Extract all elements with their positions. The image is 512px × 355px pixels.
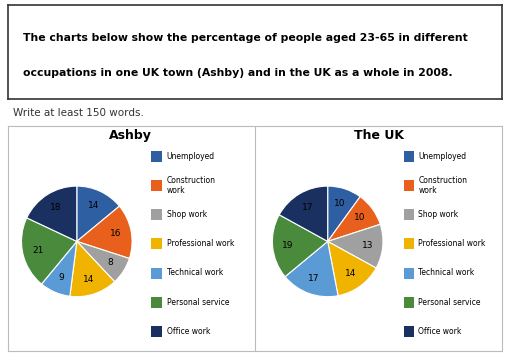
- Bar: [404, 239, 414, 249]
- Text: Shop work: Shop work: [418, 210, 458, 219]
- Text: 8: 8: [108, 258, 113, 267]
- Bar: [151, 326, 162, 337]
- Bar: [404, 151, 414, 162]
- Text: 18: 18: [50, 203, 61, 212]
- Text: Personal service: Personal service: [166, 297, 229, 307]
- Text: 10: 10: [354, 213, 366, 223]
- Wedge shape: [77, 186, 119, 241]
- Text: Unemployed: Unemployed: [418, 152, 466, 161]
- Wedge shape: [77, 206, 132, 258]
- Text: 14: 14: [88, 201, 99, 210]
- Bar: [151, 180, 162, 191]
- Text: Technical work: Technical work: [418, 268, 475, 278]
- Text: Unemployed: Unemployed: [166, 152, 215, 161]
- Text: occupations in one UK town (Ashby) and in the UK as a whole in 2008.: occupations in one UK town (Ashby) and i…: [23, 68, 452, 78]
- Wedge shape: [41, 241, 77, 296]
- Bar: [151, 239, 162, 249]
- Bar: [151, 151, 162, 162]
- Text: 17: 17: [302, 203, 313, 212]
- Text: 17: 17: [308, 274, 320, 283]
- Wedge shape: [272, 215, 328, 277]
- Text: 19: 19: [282, 241, 294, 250]
- Bar: [404, 180, 414, 191]
- Wedge shape: [77, 241, 130, 282]
- Text: 14: 14: [346, 269, 357, 278]
- Wedge shape: [27, 186, 77, 241]
- Bar: [151, 209, 162, 220]
- Bar: [151, 297, 162, 308]
- Text: Construction
work: Construction work: [166, 176, 216, 195]
- Text: Write at least 150 words.: Write at least 150 words.: [13, 108, 143, 118]
- Text: 14: 14: [83, 275, 95, 284]
- Bar: [404, 209, 414, 220]
- Text: Office work: Office work: [418, 327, 462, 336]
- Text: The charts below show the percentage of people aged 23-65 in different: The charts below show the percentage of …: [23, 33, 467, 43]
- Text: Office work: Office work: [166, 327, 210, 336]
- Text: 16: 16: [110, 229, 122, 239]
- Text: 10: 10: [334, 199, 346, 208]
- Text: 9: 9: [58, 273, 64, 283]
- Wedge shape: [279, 186, 328, 241]
- Bar: [404, 268, 414, 279]
- Wedge shape: [328, 197, 380, 241]
- Wedge shape: [285, 241, 338, 297]
- Text: Ashby: Ashby: [109, 129, 152, 142]
- Bar: [151, 268, 162, 279]
- Wedge shape: [328, 186, 360, 241]
- Text: The UK: The UK: [354, 129, 404, 142]
- Wedge shape: [22, 218, 77, 284]
- Text: Professional work: Professional work: [166, 239, 234, 248]
- Text: Personal service: Personal service: [418, 297, 481, 307]
- Wedge shape: [328, 224, 383, 268]
- Text: 21: 21: [32, 246, 44, 255]
- Text: Shop work: Shop work: [166, 210, 207, 219]
- Wedge shape: [328, 241, 376, 296]
- Text: Professional work: Professional work: [418, 239, 486, 248]
- Text: Technical work: Technical work: [166, 268, 223, 278]
- Bar: [404, 297, 414, 308]
- Text: Construction
work: Construction work: [418, 176, 467, 195]
- Bar: [404, 326, 414, 337]
- Wedge shape: [70, 241, 115, 297]
- Text: 13: 13: [361, 241, 373, 250]
